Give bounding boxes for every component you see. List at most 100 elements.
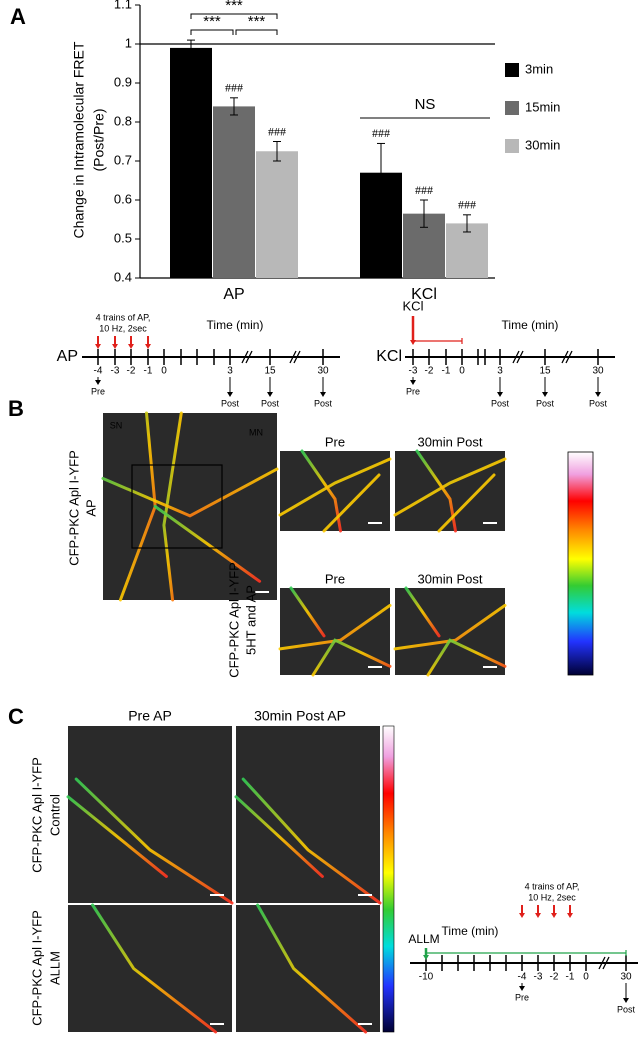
y-tick-label: 0.5 <box>114 230 132 245</box>
y-axis-title: (Post/Pre) <box>91 108 107 171</box>
neurite <box>74 777 234 905</box>
roi-box <box>131 464 223 549</box>
column-label: Pre AP <box>128 708 172 724</box>
y-tick-label: 1.1 <box>114 0 132 11</box>
pre-label: Pre <box>406 386 420 396</box>
column-label: Pre <box>325 434 345 449</box>
neurite <box>162 411 183 602</box>
y-tick-label: 0.9 <box>114 74 132 89</box>
arrow-head <box>551 913 557 918</box>
neurite <box>404 586 441 638</box>
row-label: CFP-PKC Apl I-YFP <box>29 757 44 873</box>
arrow-head <box>567 913 573 918</box>
row-label: CFP-PKC Apl I-YFP <box>66 450 81 566</box>
arrow-head <box>423 955 429 960</box>
y-tick-label: 0.8 <box>114 113 132 128</box>
row-label: CFP-PKC Apl I-YFP <box>29 910 44 1026</box>
bracket <box>190 13 278 19</box>
comparison-label: NS <box>415 96 436 113</box>
overview-image <box>103 413 277 600</box>
arrow-head <box>497 392 503 397</box>
time-label: Time (min) <box>207 318 264 332</box>
row-label: AP <box>83 499 98 516</box>
timeline-tick-label: 30 <box>317 366 329 377</box>
timeline-tick-label: 3 <box>227 366 233 377</box>
y-tick-label: 0.7 <box>114 152 132 167</box>
y-tick-label: 0.6 <box>114 191 132 206</box>
timeline-tick-label: -1 <box>144 366 153 377</box>
color-scale <box>382 725 395 1033</box>
arrow-head <box>623 998 629 1003</box>
neurite <box>311 638 392 677</box>
pre-label: Pre <box>515 992 529 1002</box>
timeline-tick-label: 0 <box>161 366 167 377</box>
legend-label: 3min <box>525 61 553 76</box>
neuron-label: SN <box>110 420 123 430</box>
stimulus-label: 4 trains of AP, <box>525 881 580 891</box>
timeline-tick-label: -3 <box>534 972 543 983</box>
comparison-label: *** <box>225 0 243 14</box>
axis-break <box>561 350 573 364</box>
y-axis-title: Change in Intramolecular FRET <box>71 41 87 238</box>
arrow-head <box>535 913 541 918</box>
stimulus-period <box>412 338 463 344</box>
fret-image <box>236 726 380 903</box>
timeline-tick-label: 15 <box>264 366 276 377</box>
pre-label: Pre <box>91 386 105 396</box>
fret-image <box>395 588 505 675</box>
column-label: 30min Post <box>417 571 482 586</box>
timeline-tick-label: 30 <box>592 366 604 377</box>
error-bar <box>420 199 428 228</box>
error-bar <box>230 97 238 116</box>
significance: ### <box>268 124 286 138</box>
post-label: Post <box>221 398 240 408</box>
axis-break <box>512 350 524 364</box>
timeline-tick-label: -1 <box>566 972 575 983</box>
comparison-label: *** <box>248 13 266 30</box>
arrow-head <box>320 392 326 397</box>
neurite <box>393 603 507 651</box>
bar <box>256 151 298 278</box>
arrow-head <box>227 392 233 397</box>
timeline-tick-label: 0 <box>459 366 465 377</box>
axis-break <box>598 956 610 970</box>
timeline-tick-label: -2 <box>425 366 434 377</box>
arrow-head <box>595 392 601 397</box>
neurite <box>153 505 262 583</box>
legend-swatch <box>505 139 519 153</box>
neurite <box>300 449 342 533</box>
error-bar <box>377 142 385 203</box>
comparison-label: *** <box>203 13 221 30</box>
significance: ### <box>458 198 476 212</box>
fret-image <box>68 726 232 903</box>
post-label: Post <box>314 398 333 408</box>
row-label: Control <box>47 794 62 836</box>
post-label: Post <box>536 398 555 408</box>
color-scale <box>567 451 594 676</box>
x-tick-label: AP <box>223 286 244 303</box>
y-tick-label: 0.4 <box>114 269 132 284</box>
neuron-label: MN <box>249 427 263 437</box>
neurite <box>91 903 218 1034</box>
arrow-head <box>267 392 273 397</box>
timeline-label: KCl <box>376 348 402 365</box>
axis-break <box>289 350 301 364</box>
legend-swatch <box>505 101 519 115</box>
timeline-tick-label: 3 <box>497 366 503 377</box>
timeline-tick-label: 15 <box>539 366 551 377</box>
arrow-head <box>519 986 525 991</box>
panel-label: A <box>10 4 26 29</box>
arrow-head <box>112 344 118 349</box>
x-tick-label: KCl <box>411 286 437 303</box>
neurite <box>415 449 457 533</box>
bar <box>170 47 212 279</box>
y-tick-label: 1 <box>125 35 132 50</box>
bracket <box>190 29 234 35</box>
column-label: 30min Post <box>417 434 482 449</box>
panel-label: C <box>8 704 24 729</box>
drug-period <box>425 950 627 956</box>
column-label: Pre <box>325 571 345 586</box>
neurite <box>241 777 382 905</box>
timeline-tick-label: -3 <box>409 366 418 377</box>
